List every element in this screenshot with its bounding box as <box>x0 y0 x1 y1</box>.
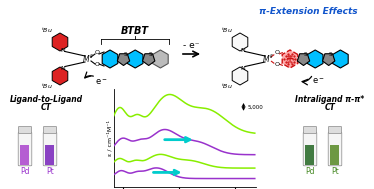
Text: BTBT: BTBT <box>121 26 149 36</box>
Text: CT: CT <box>40 102 52 112</box>
Polygon shape <box>297 54 310 66</box>
Polygon shape <box>117 54 130 66</box>
Text: O: O <box>95 50 99 56</box>
Text: N: N <box>240 66 245 70</box>
Polygon shape <box>153 50 168 68</box>
Bar <box>306 145 315 164</box>
Text: N: N <box>240 47 245 53</box>
Text: S: S <box>124 53 127 57</box>
Text: Ligand-to-Ligand: Ligand-to-Ligand <box>9 94 83 104</box>
Polygon shape <box>52 67 68 85</box>
Polygon shape <box>128 50 143 68</box>
Text: $^tBu$: $^tBu$ <box>41 26 53 36</box>
FancyBboxPatch shape <box>18 126 31 133</box>
Text: Pt: Pt <box>331 167 339 176</box>
Text: Intraligand π-π*: Intraligand π-π* <box>295 94 365 104</box>
FancyBboxPatch shape <box>18 132 32 166</box>
Polygon shape <box>307 50 323 68</box>
Bar <box>21 145 30 164</box>
Text: $M^{II}$: $M^{II}$ <box>262 53 274 65</box>
Text: Pt: Pt <box>46 167 54 176</box>
Text: S: S <box>329 53 332 57</box>
Text: +: + <box>286 54 294 64</box>
Text: - e⁻: - e⁻ <box>183 42 199 50</box>
Text: CT: CT <box>325 102 335 112</box>
Text: O: O <box>275 50 279 56</box>
Text: O: O <box>275 63 279 67</box>
Text: e$^-$: e$^-$ <box>312 76 324 86</box>
Polygon shape <box>282 50 298 68</box>
FancyBboxPatch shape <box>328 132 342 166</box>
Polygon shape <box>232 67 248 85</box>
Text: S: S <box>304 53 307 57</box>
Text: $^tBu$: $^tBu$ <box>221 83 233 91</box>
FancyBboxPatch shape <box>43 126 56 133</box>
Text: Pd: Pd <box>305 167 315 176</box>
FancyBboxPatch shape <box>303 132 317 166</box>
Text: Pd: Pd <box>20 167 30 176</box>
Text: N: N <box>61 47 65 53</box>
Polygon shape <box>102 50 118 68</box>
Polygon shape <box>322 54 335 66</box>
Polygon shape <box>142 54 155 66</box>
Polygon shape <box>52 33 68 51</box>
Text: $^tBu$: $^tBu$ <box>221 26 233 36</box>
FancyBboxPatch shape <box>303 126 316 133</box>
Bar <box>331 145 340 164</box>
Text: O: O <box>95 63 99 67</box>
Text: $^tBu$: $^tBu$ <box>41 83 53 91</box>
Text: e$^-$: e$^-$ <box>95 77 107 87</box>
Bar <box>46 145 55 164</box>
Text: $M^{II}$: $M^{II}$ <box>82 53 94 65</box>
Polygon shape <box>332 50 348 68</box>
Text: N: N <box>61 66 65 70</box>
Text: π-Extension Effects: π-Extension Effects <box>259 6 357 15</box>
FancyBboxPatch shape <box>43 132 57 166</box>
Polygon shape <box>232 33 248 51</box>
Text: 5,000: 5,000 <box>247 104 263 109</box>
Text: S: S <box>149 53 153 57</box>
Y-axis label: ε / cm⁻¹M⁻¹: ε / cm⁻¹M⁻¹ <box>107 120 113 156</box>
FancyBboxPatch shape <box>328 126 341 133</box>
